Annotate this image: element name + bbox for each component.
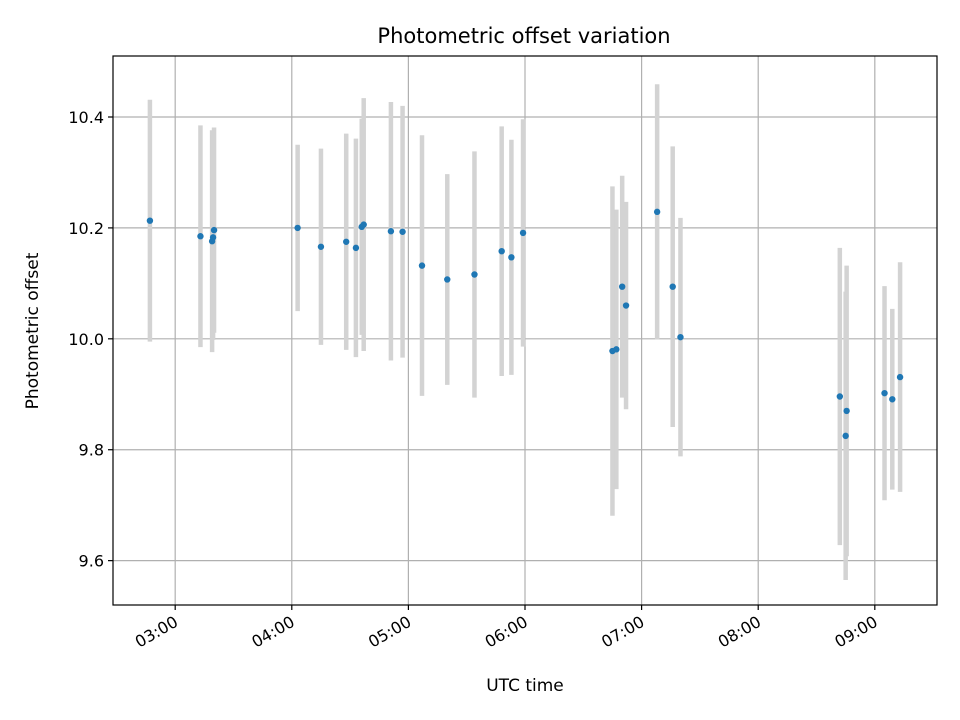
data-point [146, 217, 154, 224]
data-point [889, 396, 896, 403]
data-point [842, 432, 849, 440]
x-tick-label: 05:00 [365, 612, 414, 652]
data-point [669, 283, 676, 290]
data-point [209, 234, 217, 241]
data-point [343, 238, 350, 245]
data-point [843, 407, 850, 415]
data-point [881, 389, 888, 397]
data-point [197, 233, 204, 240]
data-point [317, 243, 325, 250]
data-point [352, 244, 360, 252]
grid [113, 56, 937, 605]
data-point [399, 228, 406, 235]
data-points [146, 208, 904, 440]
data-point [508, 254, 515, 261]
x-tick-label: 06:00 [482, 612, 531, 652]
y-tick-label: 10.2 [68, 219, 104, 238]
x-tick-label: 04:00 [248, 612, 297, 652]
data-point [622, 302, 630, 309]
data-point [519, 229, 527, 237]
data-point [387, 228, 395, 235]
x-axis: 03:00 04:00 05:00 06:00 07:00 08:00 09:00 [132, 605, 881, 652]
y-tick-label: 9.6 [79, 552, 104, 571]
x-tick-label: 08:00 [715, 612, 764, 652]
data-point [498, 248, 505, 255]
data-point [677, 333, 684, 341]
x-tick-label: 03:00 [132, 612, 181, 652]
data-point [613, 346, 620, 353]
data-point [360, 221, 367, 228]
x-axis-label: UTC time [486, 676, 564, 696]
data-point [618, 283, 626, 290]
data-point [471, 271, 478, 278]
y-tick-label: 10.0 [68, 330, 104, 349]
chart-title: Photometric offset variation [377, 24, 670, 48]
x-tick-label: 07:00 [598, 612, 647, 652]
data-point [444, 276, 451, 283]
data-point [418, 262, 426, 269]
y-axis-label: Photometric offset [23, 252, 43, 409]
data-point [294, 224, 301, 232]
data-point [896, 373, 904, 381]
data-point [210, 226, 218, 234]
data-point [653, 208, 661, 216]
y-tick-label: 9.8 [79, 441, 104, 460]
x-tick-label: 09:00 [831, 612, 880, 652]
y-tick-label: 10.4 [68, 108, 104, 127]
data-point [836, 393, 844, 400]
y-axis: 9.6 9.8 10.0 10.2 10.4 [68, 108, 113, 571]
